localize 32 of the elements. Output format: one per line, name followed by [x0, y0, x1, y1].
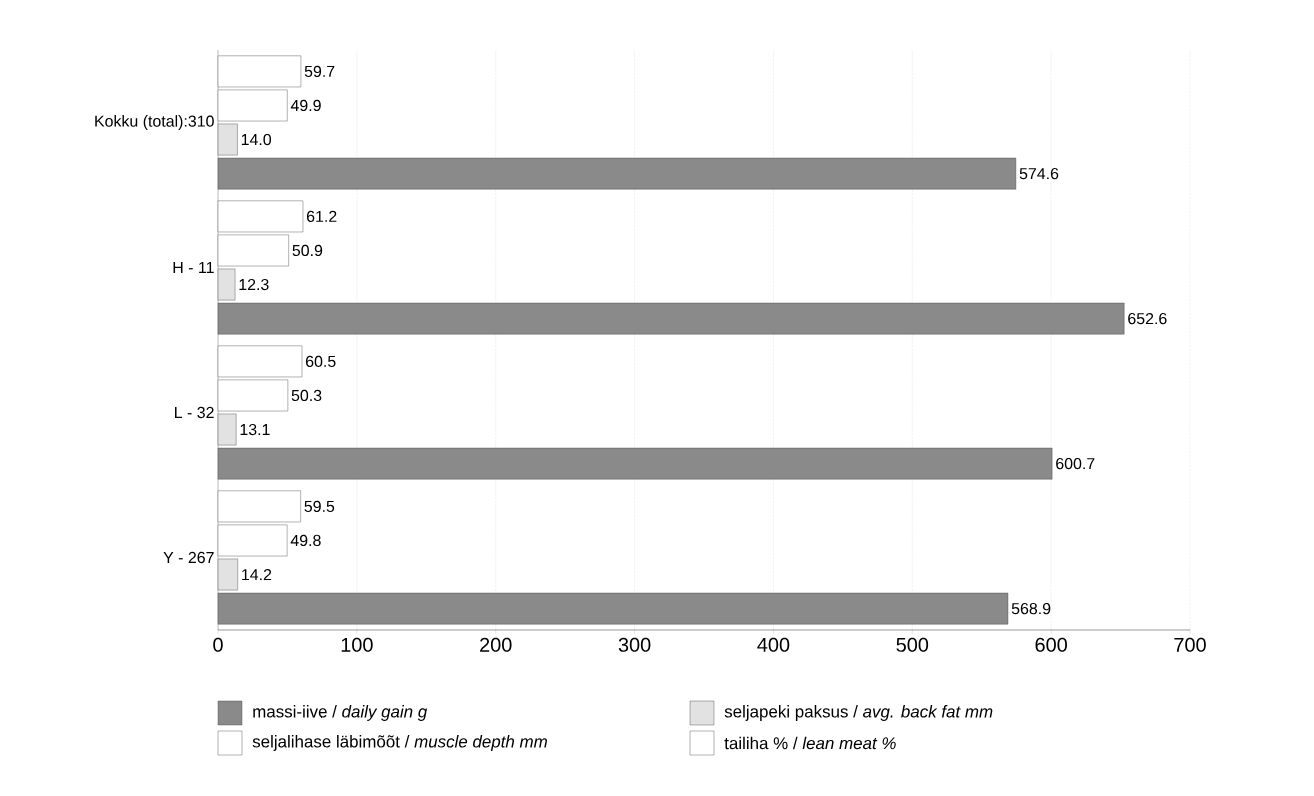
y-tick-label: H - 11	[173, 262, 214, 273]
data-label: 49.9	[290, 99, 321, 112]
legend-label: seljapeki paksus / avg. back fat mm	[724, 705, 993, 721]
legend-label: tailiha % / lean meat %	[724, 736, 896, 750]
data-label: 568.9	[1011, 602, 1051, 615]
data-label: 652.6	[1128, 312, 1167, 325]
x-tick-label: 700	[1174, 637, 1206, 652]
data-label: 14.0	[241, 133, 272, 146]
data-label: 13.1	[240, 423, 270, 436]
data-label: 49.8	[290, 534, 321, 547]
y-tick-label: L - 32	[175, 406, 214, 419]
data-label: 12.3	[239, 278, 269, 291]
data-label: 59.5	[304, 500, 335, 513]
data-label: 59.7	[304, 65, 335, 78]
x-tick-label: 500	[896, 637, 929, 652]
x-tick-label: 600	[1035, 637, 1067, 652]
x-tick-label: 0	[213, 637, 223, 652]
data-label: 574.6	[1019, 167, 1059, 180]
data-label: 50.9	[292, 244, 323, 257]
data-label: 50.3	[291, 389, 322, 402]
data-label: 60.5	[306, 355, 336, 368]
x-tick-label: 300	[618, 637, 651, 652]
y-tick-label: Y - 267	[163, 551, 214, 564]
data-label: 61.2	[306, 210, 337, 223]
legend-label: massi-iive / daily gain g	[253, 705, 428, 721]
x-tick-label: 400	[757, 637, 790, 652]
y-tick-label: Kokku (total):310	[95, 115, 214, 130]
x-tick-label: 200	[480, 637, 512, 652]
data-label: 600.7	[1056, 457, 1095, 470]
legend-label: seljalihase läbimõõt / muscle depth mm	[252, 735, 547, 751]
data-label: 14.2	[242, 568, 272, 581]
x-tick-label: 100	[341, 637, 373, 652]
